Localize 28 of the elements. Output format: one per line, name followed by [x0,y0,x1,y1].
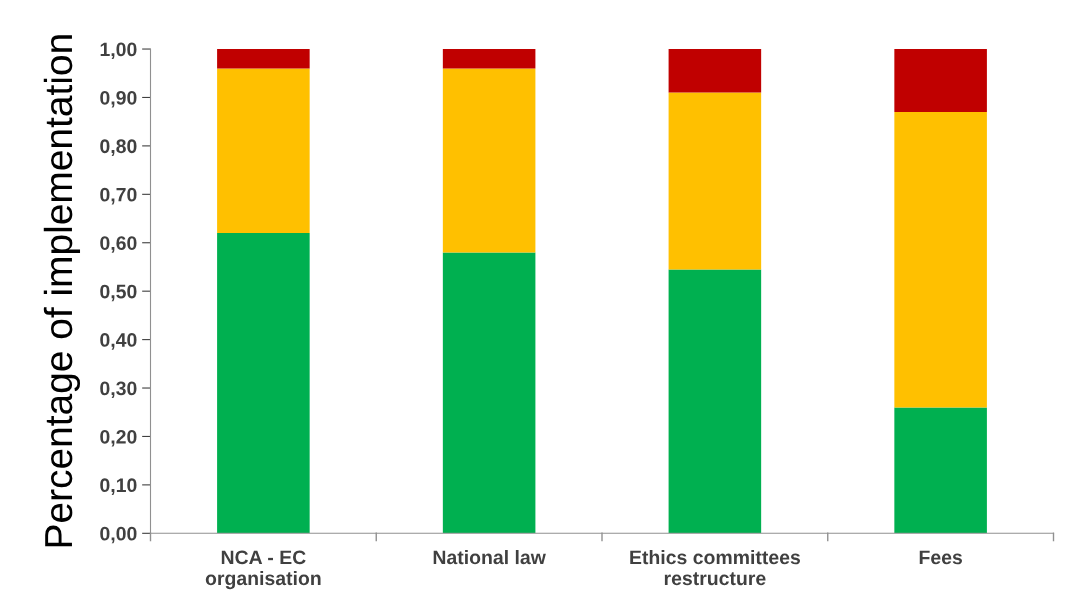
x-tick-label: Ethics committees restructure [630,549,800,586]
y-tick-label: 0,90 [100,90,137,108]
y-tick-label: 0,60 [100,236,137,253]
x-tick-label: National law [433,549,546,565]
bar [668,49,762,93]
y-tick-label: 0,50 [100,284,137,302]
bar [668,92,762,270]
bar [217,233,310,534]
y-tick-label: 0,20 [100,429,137,447]
y-tick-label: 0,10 [100,478,137,495]
x-tick-label: Fees [919,550,962,565]
y-axis-title: Percentage of implementation [43,35,81,547]
bar [442,252,536,534]
y-tick-label: 0,80 [100,139,137,156]
y-tick-label: 0,00 [100,526,137,544]
bar [894,49,987,112]
bar [668,269,762,534]
bar [217,68,310,234]
bar [442,68,536,253]
y-tick-label: 0,40 [100,333,137,350]
y-tick-label: 0,70 [100,187,137,205]
bar [217,49,310,69]
y-tick-label: 0,30 [100,381,137,399]
bar [442,49,536,69]
bar [894,407,987,534]
bar [894,112,987,408]
y-tick-label: 1,00 [100,42,137,60]
x-tick-label: NCA - EC organisation [205,550,321,590]
